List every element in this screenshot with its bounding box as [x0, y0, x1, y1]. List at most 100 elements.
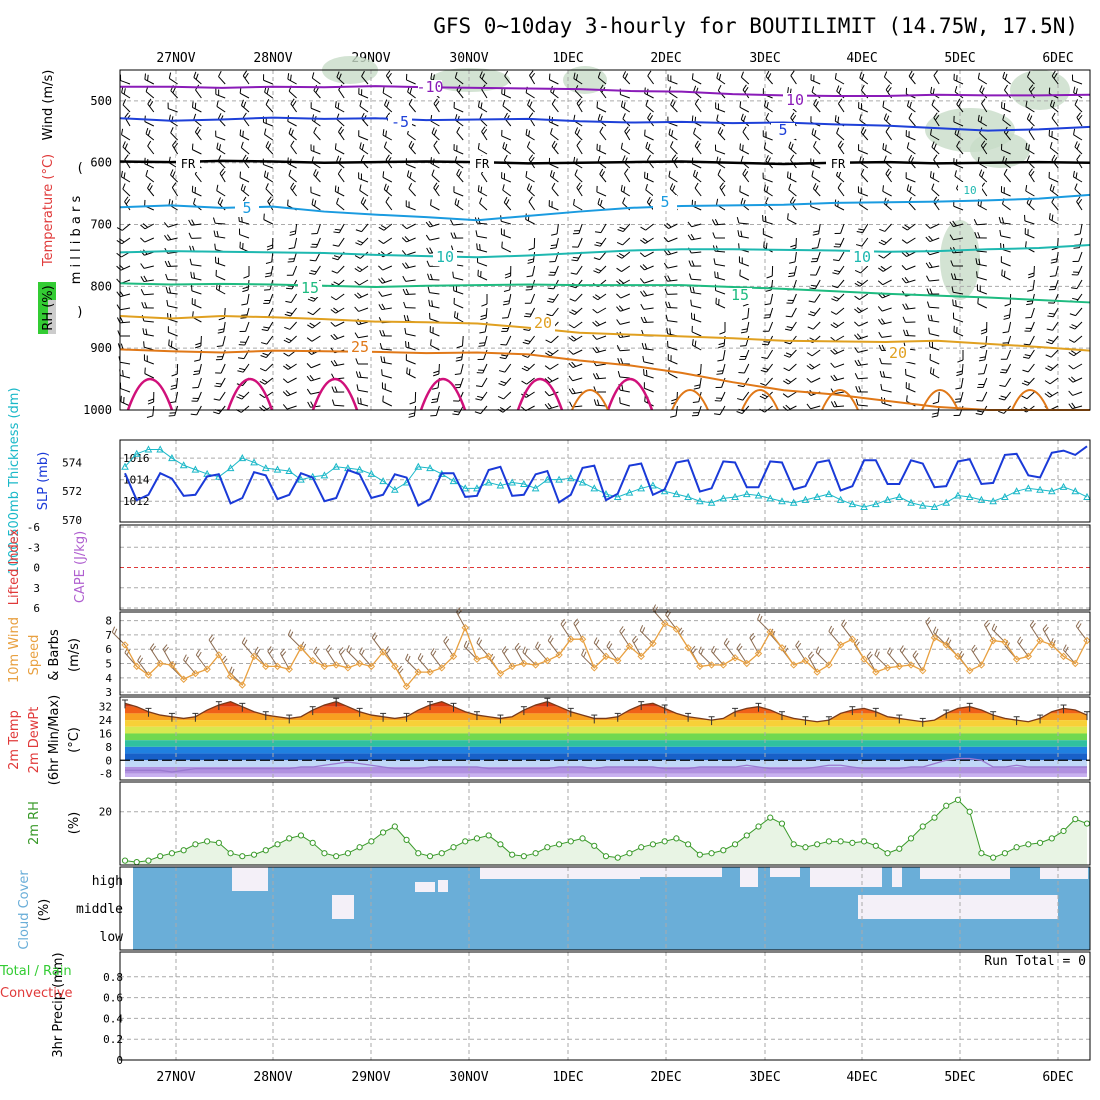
rh-point [649, 841, 657, 848]
wind-barb [429, 223, 440, 228]
wind-barb-flag [360, 398, 362, 405]
wind10m-point [332, 661, 340, 669]
wind-barb [217, 202, 226, 211]
wind-barb-flag [444, 638, 450, 645]
wind-barb-flag [833, 374, 838, 381]
panel-frame [119, 439, 1091, 523]
wind10m-point [590, 664, 598, 672]
wind-barb [532, 251, 536, 262]
wind-barb-flag [862, 129, 867, 135]
wind-barb [1049, 189, 1059, 197]
wind-barb [548, 405, 559, 410]
wind-barb [858, 307, 869, 314]
pressure-tick: 500 [90, 94, 112, 108]
wind-barb [1001, 275, 1011, 281]
wind-barb-flag [402, 275, 407, 282]
contour-label-bg [653, 195, 677, 211]
wind-barb [1008, 307, 1012, 318]
wind-barb-flag [516, 645, 521, 651]
wind-barb [215, 235, 226, 239]
wind10m-point [883, 664, 892, 672]
wind-barb-flag [550, 247, 557, 250]
wind-barb [549, 79, 559, 85]
wind-barb-flag [932, 172, 935, 179]
wind-barb [857, 377, 868, 380]
wind-barb [976, 223, 987, 226]
wind-barb-flag [1006, 642, 1011, 649]
rh-point [802, 844, 809, 851]
wind-barb-flag [719, 331, 726, 335]
wind-barb [739, 261, 749, 267]
wind-barb-flag [122, 99, 127, 106]
wind-barb [429, 237, 440, 241]
wind-barb-flag [854, 269, 861, 274]
wind10m-point [778, 644, 786, 652]
wind-barb-flag [1073, 247, 1080, 249]
wind-barb-flag [672, 101, 676, 108]
rh-point [567, 838, 574, 845]
wind-barb-flag [188, 219, 192, 226]
wind-barb [191, 303, 202, 309]
wind-barb-flag [290, 182, 295, 189]
wind-barb-flag [571, 309, 578, 314]
wind-barb [1027, 377, 1035, 386]
thickness-point [179, 461, 188, 469]
wind-barb-flag [616, 306, 621, 312]
wind-barb-flag [718, 342, 725, 346]
wind-barb [167, 237, 178, 241]
cloud-clear-cell [892, 867, 902, 887]
wind10m-point [320, 662, 329, 671]
wind-barb [860, 265, 869, 274]
wind-barb [719, 187, 726, 197]
wind-barb [436, 391, 440, 402]
wind-barb-flag [405, 653, 409, 660]
wind-barb [691, 331, 702, 337]
thickness-point [848, 500, 857, 508]
wind-barb [929, 223, 940, 229]
wind-barb-flag [717, 84, 722, 91]
wind-barb-flag [980, 328, 987, 332]
wind-barb [382, 279, 392, 284]
wind-barb-flag [1070, 287, 1078, 290]
wind-barb-flag [933, 626, 937, 633]
wind-barb [834, 391, 845, 395]
wind10m-point [919, 666, 927, 675]
wind-barb [168, 331, 178, 337]
wind-barb-flag [501, 354, 508, 357]
wind-barb [622, 76, 631, 85]
wind-barb-flag [765, 242, 768, 249]
rh-shading [1010, 70, 1070, 110]
wind-barb-flag [145, 169, 149, 176]
wind-barb-flag [170, 660, 174, 667]
wind-barb [360, 202, 369, 211]
wind-barb [453, 290, 464, 295]
wind-barb [596, 191, 607, 197]
wind-barb [335, 106, 345, 113]
wind-barb [170, 132, 178, 141]
wind-barb [525, 92, 535, 99]
wind-barb [691, 291, 702, 295]
wind-barb-flag [432, 74, 435, 81]
wind-barb-flag [759, 395, 766, 400]
wind-barb-flag [716, 72, 719, 79]
wind-barb-flag [906, 395, 908, 402]
wind-barb [310, 377, 321, 382]
wind-barb [739, 149, 750, 155]
wind-barb-flag [765, 155, 769, 161]
precip-axis-title: 3hr Precip (mm) [51, 952, 66, 1057]
wind-barb-flag [361, 649, 365, 656]
date-label-bottom: 28NOV [253, 1070, 292, 1085]
wind-barb-flag [906, 100, 910, 107]
wind-barb [858, 191, 868, 197]
wind10m-point [754, 649, 763, 658]
wind10m-point [179, 675, 188, 683]
wind-barb [358, 335, 369, 339]
wind-barb [757, 618, 771, 633]
wind-barb [167, 251, 178, 254]
date-label-top: 4DEC [846, 51, 877, 66]
wind-barb-flag [547, 376, 553, 382]
wind-barb-flag [692, 648, 697, 654]
wind-barb-flag [981, 98, 986, 104]
wind-barb-flag [954, 85, 958, 92]
wind-barb-flag [617, 358, 621, 364]
